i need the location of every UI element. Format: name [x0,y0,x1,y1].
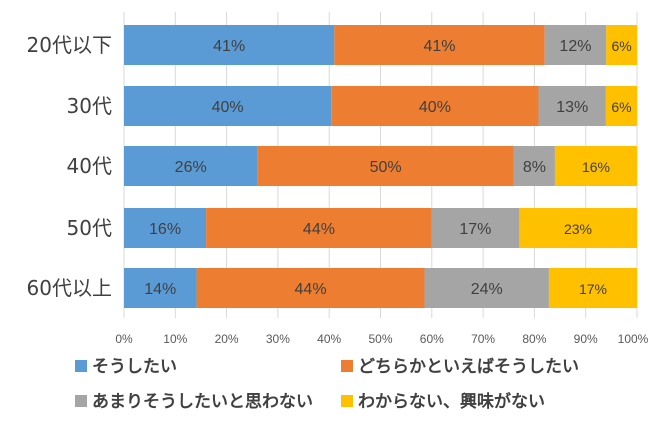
data-label: 16% [582,159,610,175]
data-labels: 41% 41% 12% 6% 40% 40% 13% 6% 26% 50% 8% 16% 16% 44% 1… [144,38,631,298]
category-label: 20代以下 [27,33,112,57]
bars [124,25,637,308]
x-tick-label: 90% [574,332,598,346]
bar-segment [605,86,637,126]
data-label: 24% [471,281,503,298]
bar-segment [544,25,607,65]
data-label: 44% [295,281,327,298]
x-tick-label: 100% [618,332,649,346]
data-label: 13% [556,99,588,116]
bar-segment [554,146,637,186]
bar-segment [431,208,520,248]
bar-segment [124,86,332,126]
data-label: 6% [611,99,631,115]
data-label: 17% [459,221,491,238]
bar-segment [538,86,606,126]
x-tick-label: 80% [522,332,546,346]
legend-label: どちらかといえばそうしたい [358,357,579,377]
legend-swatch [341,360,353,372]
x-tick-label: 0% [115,332,133,346]
bar-segment [206,208,432,248]
category-label: 60代以上 [27,276,112,300]
legend-label: あまりそうしたいと思わない [92,392,313,412]
data-label: 16% [149,221,181,238]
category-labels: 20代以下 30代 40代 50代 60代以上 [27,33,112,300]
legend-swatch [75,395,87,407]
data-label: 40% [419,99,451,116]
data-label: 14% [144,281,176,298]
bar-segment [519,208,637,248]
x-tick-label: 50% [368,332,392,346]
data-label: 12% [559,38,591,55]
x-tick-label: 40% [317,332,341,346]
bar-segment [124,146,258,186]
bar-segment [196,268,425,308]
x-tick-label: 70% [471,332,495,346]
data-label: 40% [212,99,244,116]
legend-swatch [75,360,87,372]
bar-segment [257,146,514,186]
bar-segment [548,268,637,308]
category-label: 50代 [67,216,112,240]
x-tick-label: 10% [163,332,187,346]
x-tick-label: 60% [420,332,444,346]
category-label: 30代 [67,94,112,118]
bar-segment [334,25,545,65]
data-label: 6% [611,38,631,54]
bar-segment [124,25,335,65]
bar-segment [606,25,637,65]
bar-segment [124,268,197,308]
data-label: 41% [213,38,245,55]
bar-segment [513,146,555,186]
legend-label: わからない、興味がない [358,391,545,412]
data-label: 8% [523,159,546,176]
x-tick-label: 20% [215,332,239,346]
data-label: 17% [579,281,607,297]
data-label: 44% [303,221,335,238]
data-label: 41% [423,38,455,55]
data-label: 50% [370,159,402,176]
data-label: 26% [175,159,207,176]
data-label: 23% [564,221,592,237]
bar-segment [331,86,539,126]
x-tick-label: 30% [266,332,290,346]
bar-segment [124,208,207,248]
legend-swatch [341,395,353,407]
bar-segment [424,268,549,308]
legend-label: そうしたい [92,357,177,377]
category-label: 40代 [67,154,112,178]
x-tick-labels: 0% 10% 20% 30% 40% 50% 60% 70% 80% 90% 100% [115,332,648,346]
